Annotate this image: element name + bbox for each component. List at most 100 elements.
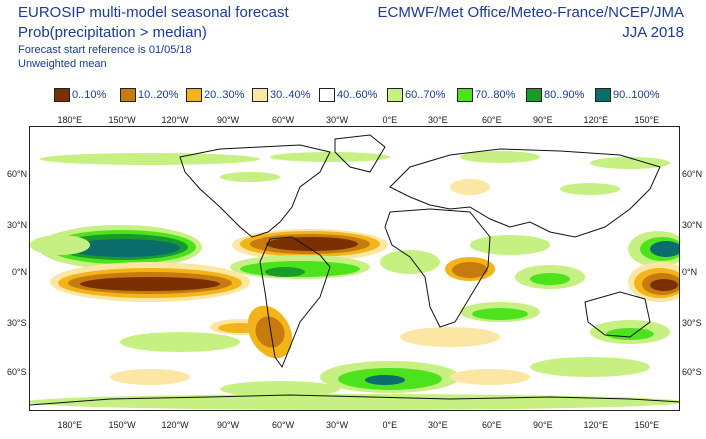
lon-tick-bottom: 90°W — [217, 420, 240, 430]
probability-region — [452, 262, 488, 278]
lat-tick-right: 30°N — [682, 220, 703, 230]
lon-tick-top: 180°E — [57, 115, 83, 125]
lon-tick-top: 30°W — [326, 115, 349, 125]
probability-region — [560, 183, 620, 195]
title-line-3: Forecast start reference is 01/05/18 — [18, 44, 192, 56]
lon-tick-bottom: 180°E — [57, 420, 83, 430]
agencies-label: ECMWF/Met Office/Meteo-France/NCEP/JMA — [377, 4, 684, 21]
legend-item: 40..60% — [319, 88, 377, 102]
probability-region — [220, 172, 280, 182]
legend-item: 70..80% — [457, 88, 515, 102]
probability-region — [365, 375, 405, 385]
probability-field-layer — [30, 151, 679, 410]
lat-tick-left: 30°S — [7, 318, 27, 328]
legend-swatch — [319, 88, 335, 102]
lon-tick-top: 90°E — [533, 115, 553, 125]
legend-label: 0..10% — [72, 89, 107, 101]
legend-label: 80..90% — [544, 89, 585, 101]
legend-swatch — [252, 88, 268, 102]
legend-label: 30..40% — [270, 89, 311, 101]
probability-region — [255, 316, 285, 348]
lon-tick-top: 150°W — [108, 115, 136, 125]
probability-region — [110, 369, 190, 385]
legend-item: 20..30% — [186, 88, 244, 102]
probability-region — [40, 153, 260, 165]
legend-label: 10..20% — [138, 89, 179, 101]
legend-item: 60..70% — [387, 88, 445, 102]
lon-tick-bottom: 30°W — [326, 420, 349, 430]
lon-tick-top: 30°E — [428, 115, 448, 125]
lon-tick-bottom: 150°W — [108, 420, 136, 430]
lat-tick-right: 60°N — [682, 169, 703, 179]
legend-item: 10..20% — [120, 88, 178, 102]
probability-region — [460, 151, 540, 163]
probability-region — [120, 332, 240, 352]
probability-region — [472, 308, 528, 320]
coastline — [384, 208, 491, 328]
legend-label: 70..80% — [475, 89, 516, 101]
lat-tick-left: 60°N — [7, 169, 28, 179]
legend-label: 90..100% — [613, 89, 660, 101]
lon-tick-bottom: 150°E — [634, 420, 660, 430]
legend-swatch — [54, 88, 70, 102]
lat-tick-left: 60°S — [7, 367, 27, 377]
probability-region — [265, 267, 305, 277]
legend-item: 0..10% — [54, 88, 106, 102]
lat-tick-left: 30°N — [7, 220, 28, 230]
probability-region — [30, 235, 90, 255]
legend-swatch — [186, 88, 202, 102]
probability-region — [606, 328, 654, 340]
coastline — [259, 236, 331, 369]
probability-region — [266, 237, 358, 251]
probability-map — [30, 134, 679, 410]
probability-region — [650, 241, 679, 257]
lon-tick-bottom: 0°E — [382, 420, 398, 430]
legend-item: 90..100% — [595, 88, 659, 102]
lat-tick-right: 60°S — [682, 367, 702, 377]
probability-region — [380, 250, 440, 274]
lon-tick-bottom: 30°E — [428, 420, 448, 430]
probability-region — [450, 369, 530, 385]
lon-tick-top: 150°E — [634, 115, 660, 125]
season-label: JJA 2018 — [622, 24, 684, 41]
title-line-1: EUROSIP multi-model seasonal forecast — [18, 4, 289, 21]
legend-swatch — [120, 88, 136, 102]
map-panel — [29, 126, 680, 411]
lat-tick-right: 0°N — [682, 267, 698, 277]
lat-tick-right: 30°S — [682, 318, 702, 328]
legend-item: 80..90% — [526, 88, 584, 102]
legend-swatch — [526, 88, 542, 102]
legend-swatch — [595, 88, 611, 102]
coastline — [179, 144, 331, 238]
coastline — [30, 394, 679, 406]
lon-tick-top: 60°W — [272, 115, 295, 125]
title-line-2: Prob(precipitation > median) — [18, 24, 207, 41]
lon-tick-top: 60°E — [482, 115, 502, 125]
lon-tick-bottom: 120°W — [161, 420, 189, 430]
lon-tick-top: 90°W — [217, 115, 240, 125]
probability-region — [450, 179, 490, 195]
lat-tick-left: 0°N — [12, 267, 28, 277]
legend-item: 30..40% — [252, 88, 310, 102]
probability-region — [270, 152, 390, 162]
lon-tick-bottom: 60°W — [272, 420, 295, 430]
probability-region — [470, 235, 550, 255]
coastline — [334, 134, 386, 173]
probability-region — [68, 239, 180, 257]
probability-region — [530, 357, 650, 377]
probability-region — [400, 327, 500, 347]
lon-tick-bottom: 120°E — [583, 420, 609, 430]
probability-region — [80, 277, 220, 291]
lon-tick-bottom: 60°E — [482, 420, 502, 430]
legend-label: 20..30% — [204, 89, 245, 101]
legend-swatch — [387, 88, 403, 102]
title-line-4: Unweighted mean — [18, 58, 107, 70]
legend-swatch — [457, 88, 473, 102]
lon-tick-top: 120°W — [161, 115, 189, 125]
lon-tick-bottom: 90°E — [533, 420, 553, 430]
legend-label: 40..60% — [337, 89, 378, 101]
coastline — [584, 291, 651, 338]
probability-region — [220, 381, 340, 397]
coastline-layer — [30, 134, 679, 406]
probability-region — [530, 273, 570, 285]
